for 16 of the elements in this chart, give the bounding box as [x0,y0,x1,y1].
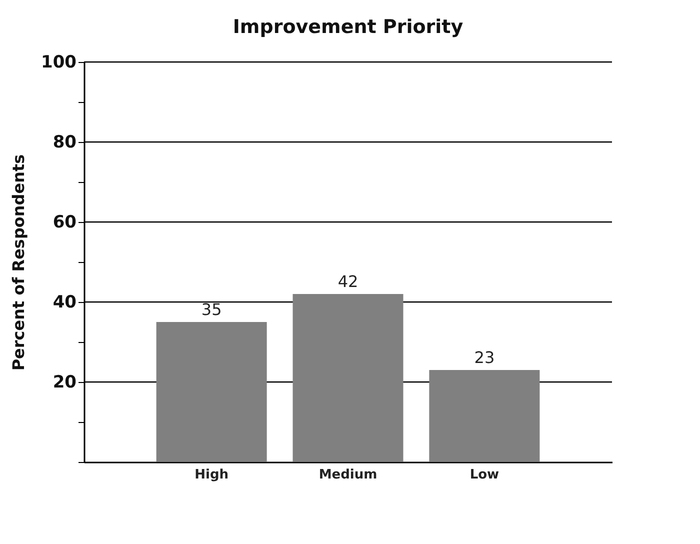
data-label: 42 [338,272,358,291]
y-tick-label: 40 [52,292,77,312]
y-tick-label: 80 [52,132,77,152]
bar [429,370,540,462]
data-label: 35 [201,300,222,319]
x-tick-label: Low [470,468,500,482]
data-label: 23 [474,348,495,367]
bar [292,294,404,462]
bar [156,322,267,462]
y-axis-title: Percent of Respondents [9,154,28,371]
y-tick-label: 60 [52,212,77,232]
x-tick-label: Medium [318,468,378,482]
chart-title: Improvement Priority [232,16,464,38]
x-tick-label: High [194,468,229,482]
y-tick-label: 20 [52,372,77,392]
y-tick-label: 100 [41,52,77,72]
